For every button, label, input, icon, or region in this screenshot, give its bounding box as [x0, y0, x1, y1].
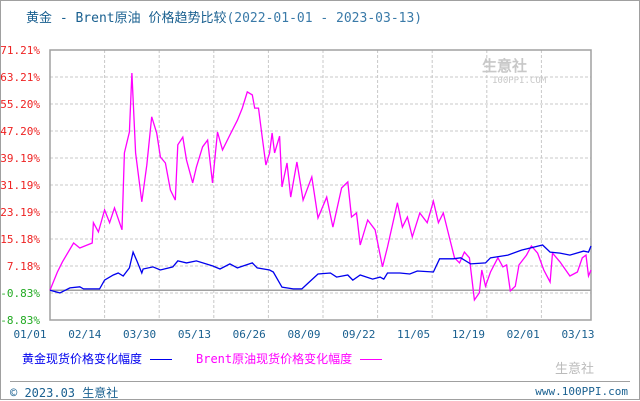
date-range: (2022-01-01 - 2023-03-13): [226, 11, 423, 26]
legend-gold-label: 黄金现货价格变化幅度: [22, 352, 143, 366]
footer-site-link[interactable]: www.100PPI.com: [535, 385, 628, 398]
legend-gold-swatch: [150, 359, 173, 360]
y-tick-label: 71.21%: [0, 44, 40, 57]
watermark-brand: 生意社: [482, 57, 528, 75]
footer-copyright: © 2023.03 生意社: [10, 386, 119, 400]
y-tick-label: 39.19%: [0, 152, 40, 165]
title-text: 黄金 - Brent原油 价格趋势比较: [26, 11, 227, 26]
plot-border: [49, 49, 592, 321]
y-tick-label: 7.18%: [7, 260, 40, 273]
legend-gold: 黄金现货价格变化幅度: [22, 350, 173, 367]
legend-brent: Brent原油现货价格变化幅度: [196, 350, 383, 367]
watermark-url: 100PPI.COM: [492, 76, 547, 86]
y-tick-label: -0.83%: [0, 287, 40, 300]
legend-brent-swatch: [360, 359, 383, 360]
y-tick-label: 55.20%: [0, 98, 40, 111]
x-tick-label: 05/13: [178, 328, 211, 341]
chart-title: 黄金 - Brent原油 价格趋势比较(2022-01-01 - 2023-03…: [26, 7, 422, 26]
watermark-logo: 生意社 100PPI.COM: [482, 55, 546, 86]
x-tick-label: 11/05: [397, 328, 430, 341]
x-tick-label: 08/09: [287, 328, 320, 341]
x-tick-label: 03/13: [561, 328, 594, 341]
y-tick-label: 23.19%: [0, 206, 40, 219]
x-tick-label: 09/22: [342, 328, 375, 341]
social-watermark: 生意社: [555, 362, 595, 377]
y-tick-label: 47.20%: [0, 125, 40, 138]
series-line-gold: [49, 244, 592, 294]
x-tick-label: 06/26: [233, 328, 266, 341]
x-tick-label: 03/30: [123, 328, 156, 341]
x-tick-label: 02/14: [68, 328, 101, 341]
series-line-brent: [49, 72, 592, 302]
x-tick-label: 12/19: [452, 328, 485, 341]
x-tick-label: 01/01: [13, 328, 46, 341]
legend-brent-label: Brent原油现货价格变化幅度: [196, 352, 353, 366]
y-tick-label: -8.83%: [0, 314, 40, 327]
y-tick-label: 15.18%: [0, 233, 40, 246]
x-tick-label: 02/01: [507, 328, 540, 341]
footer-divider: [10, 381, 630, 382]
y-tick-label: 63.21%: [0, 71, 40, 84]
y-tick-label: 31.19%: [0, 179, 40, 192]
